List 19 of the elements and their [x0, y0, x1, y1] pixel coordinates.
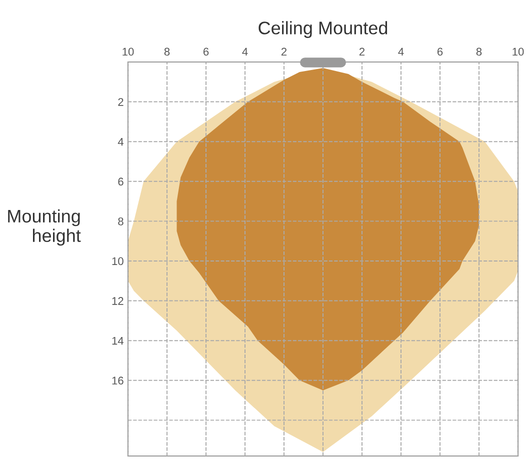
chart-title: Ceiling Mounted — [258, 21, 388, 38]
x-tick-label: 6 — [203, 48, 209, 56]
x-tick-label: 2 — [359, 48, 365, 56]
x-tick-label: 6 — [437, 48, 443, 56]
y-tick-label: 6 — [118, 178, 124, 186]
x-tick-label: 4 — [242, 48, 248, 56]
x-tick-label: 10 — [512, 48, 524, 56]
y-tick-label: 14 — [112, 336, 124, 345]
y-tick-label: 16 — [112, 376, 124, 385]
x-tick-label: 8 — [164, 48, 170, 56]
x-tick-label: 4 — [398, 48, 404, 56]
y-tick-label: 10 — [112, 257, 124, 266]
y-axis-title: Mounting height — [8, 209, 81, 246]
y-tick-label: 4 — [118, 138, 124, 146]
y-tick-label: 8 — [118, 217, 124, 226]
y-tick-label: 12 — [112, 297, 124, 305]
x-tick-label: 8 — [476, 48, 482, 56]
y-tick-label: 2 — [118, 98, 124, 106]
x-tick-label: 2 — [281, 48, 287, 56]
